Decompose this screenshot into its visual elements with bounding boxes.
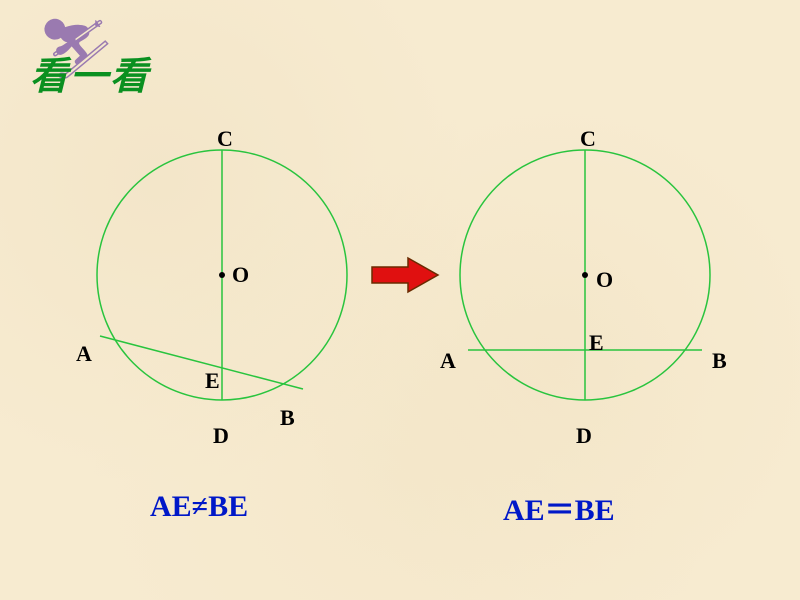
label-right-C: C	[580, 126, 596, 152]
right-center-dot	[582, 272, 588, 278]
label-right-E: E	[589, 330, 604, 356]
label-right-O: O	[596, 267, 613, 293]
label-right-D: D	[576, 423, 592, 449]
label-right-A: A	[440, 348, 456, 374]
equation-left: AE≠BE	[150, 490, 248, 524]
label-right-B: B	[712, 348, 727, 374]
equation-right: AE＝BE	[503, 485, 615, 529]
right-diagram	[0, 0, 800, 600]
